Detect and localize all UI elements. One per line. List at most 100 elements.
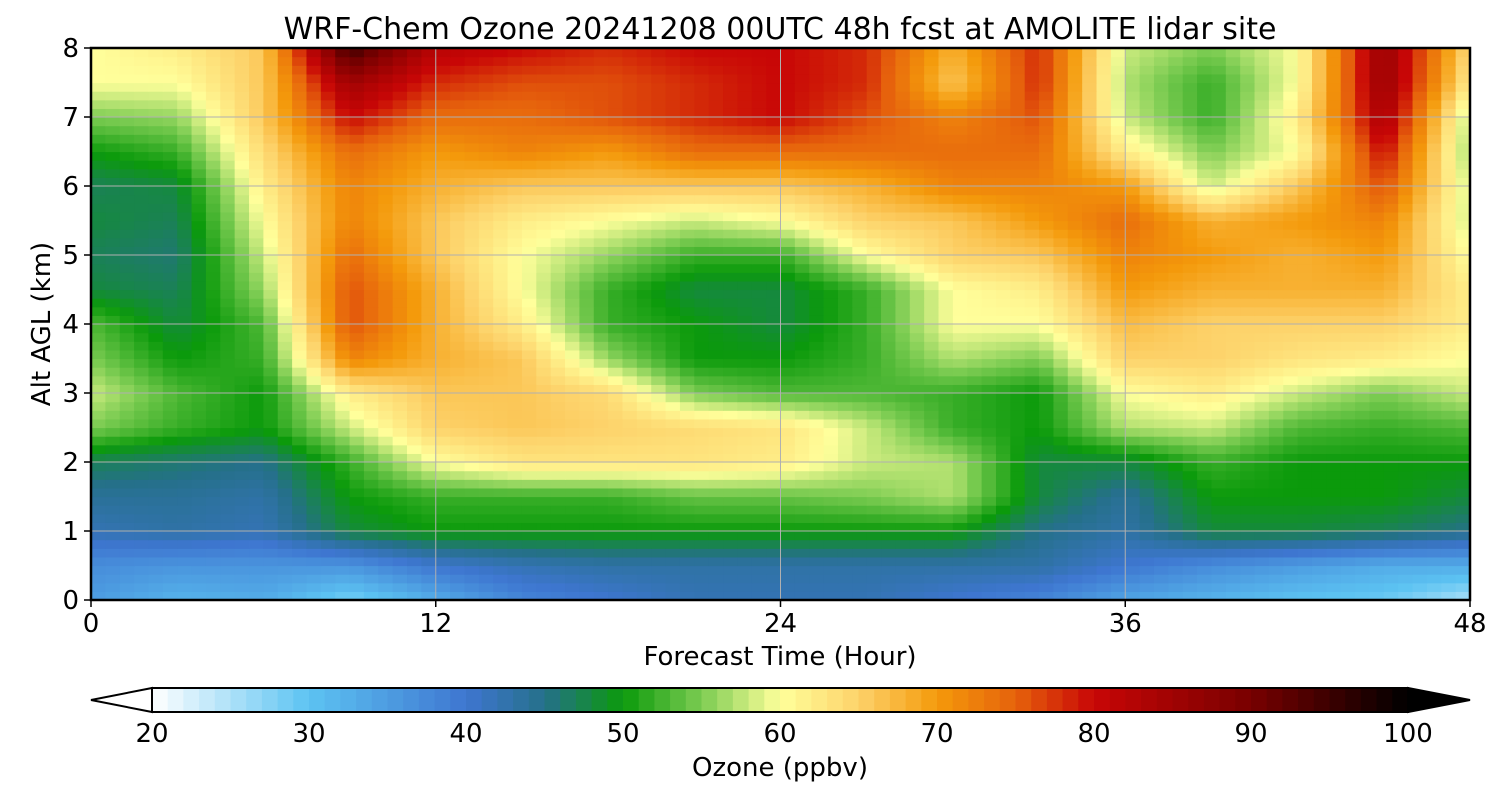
heatmap-cell <box>1297 272 1313 282</box>
heatmap-cell <box>622 306 638 316</box>
heatmap-cell <box>148 410 164 420</box>
heatmap-cell <box>292 246 308 256</box>
heatmap-cell <box>967 203 983 213</box>
heatmap-cell <box>493 280 509 291</box>
heatmap-cell <box>421 298 437 308</box>
heatmap-cell <box>119 574 135 584</box>
heatmap-cell <box>1441 384 1457 394</box>
heatmap-cell <box>392 272 408 282</box>
heatmap-cell <box>766 211 782 222</box>
heatmap-cell <box>521 513 537 523</box>
heatmap-cell <box>708 151 724 161</box>
heatmap-cell <box>780 220 796 230</box>
heatmap-cell <box>1240 531 1256 541</box>
heatmap-cell <box>1355 401 1371 411</box>
heatmap-cell <box>435 358 451 368</box>
heatmap-cell <box>636 401 652 411</box>
heatmap-cell <box>780 548 796 558</box>
heatmap-cell <box>493 539 509 549</box>
heatmap-cell <box>1412 418 1428 429</box>
heatmap-cell <box>1455 229 1470 239</box>
heatmap-cell <box>593 203 609 213</box>
heatmap-cell <box>220 410 236 420</box>
heatmap-cell <box>407 384 422 394</box>
heatmap-cell <box>881 358 897 368</box>
heatmap-cell <box>1211 341 1227 351</box>
heatmap-cell <box>363 427 379 437</box>
heatmap-cell <box>823 341 839 351</box>
heatmap-cell <box>320 151 336 161</box>
heatmap-cell <box>292 306 308 316</box>
heatmap-cell <box>995 229 1011 239</box>
heatmap-cell <box>1340 401 1356 411</box>
heatmap-cell <box>1211 177 1227 187</box>
heatmap-cell <box>1240 548 1256 558</box>
heatmap-cell <box>1283 393 1299 403</box>
heatmap-cell <box>493 272 509 282</box>
heatmap-cell <box>708 186 724 196</box>
heatmap-cell <box>363 186 379 196</box>
heatmap-cell <box>895 401 911 411</box>
heatmap-cell <box>1326 444 1342 454</box>
heatmap-cell <box>191 582 207 592</box>
heatmap-cell <box>119 255 135 265</box>
heatmap-cell <box>1039 298 1055 308</box>
heatmap-cell <box>837 298 853 308</box>
heatmap-cell <box>1039 539 1055 549</box>
heatmap-cell <box>105 298 121 308</box>
heatmap-cell <box>737 418 753 429</box>
heatmap-cell <box>1067 556 1083 567</box>
heatmap-cell <box>1197 315 1213 325</box>
heatmap-cell <box>924 151 940 161</box>
heatmap-cell <box>924 556 940 567</box>
heatmap-cell <box>292 229 308 239</box>
heatmap-cell <box>1398 229 1414 239</box>
heatmap-cell <box>349 349 365 360</box>
heatmap-cell <box>450 470 466 480</box>
heatmap-cell <box>1096 177 1112 187</box>
heatmap-cell <box>507 332 523 342</box>
heatmap-cell <box>205 186 221 196</box>
heatmap-cell <box>191 263 207 273</box>
heatmap-cell <box>723 565 738 575</box>
heatmap-cell <box>119 513 135 523</box>
heatmap-cell <box>665 582 681 592</box>
heatmap-cell <box>450 349 466 360</box>
heatmap-cell <box>593 548 609 558</box>
heatmap-cell <box>1283 211 1299 222</box>
heatmap-cell <box>450 211 466 222</box>
heatmap-cell <box>478 531 494 541</box>
heatmap-cell <box>220 539 236 549</box>
heatmap-cell <box>794 401 810 411</box>
heatmap-cell <box>679 203 695 213</box>
heatmap-cell <box>1182 487 1198 498</box>
heatmap-cell <box>363 229 379 239</box>
heatmap-cell <box>249 237 264 247</box>
heatmap-cell <box>608 556 624 567</box>
heatmap-cell <box>191 393 207 403</box>
heatmap-cell <box>1254 384 1270 394</box>
heatmap-cell <box>679 393 695 403</box>
heatmap-cell <box>349 151 365 161</box>
heatmap-cell <box>1053 574 1069 584</box>
heatmap-cell <box>636 358 652 368</box>
heatmap-cell <box>766 496 782 506</box>
heatmap-cell <box>1268 539 1284 549</box>
heatmap-cell <box>694 410 710 420</box>
heatmap-cell <box>105 349 121 360</box>
heatmap-cell <box>1254 565 1270 575</box>
heatmap-cell <box>550 168 566 178</box>
heatmap-cell <box>119 522 135 532</box>
heatmap-cell <box>450 444 466 454</box>
heatmap-cell <box>593 556 609 567</box>
heatmap-cell <box>105 246 121 256</box>
heatmap-cell <box>1398 194 1414 204</box>
heatmap-cell <box>263 496 279 506</box>
heatmap-cell <box>651 324 667 334</box>
heatmap-cell <box>1268 186 1284 196</box>
heatmap-cell <box>205 177 221 187</box>
heatmap-cell <box>1340 237 1356 247</box>
heatmap-cell <box>837 211 853 222</box>
heatmap-cell <box>1053 462 1069 472</box>
heatmap-cell <box>723 401 738 411</box>
